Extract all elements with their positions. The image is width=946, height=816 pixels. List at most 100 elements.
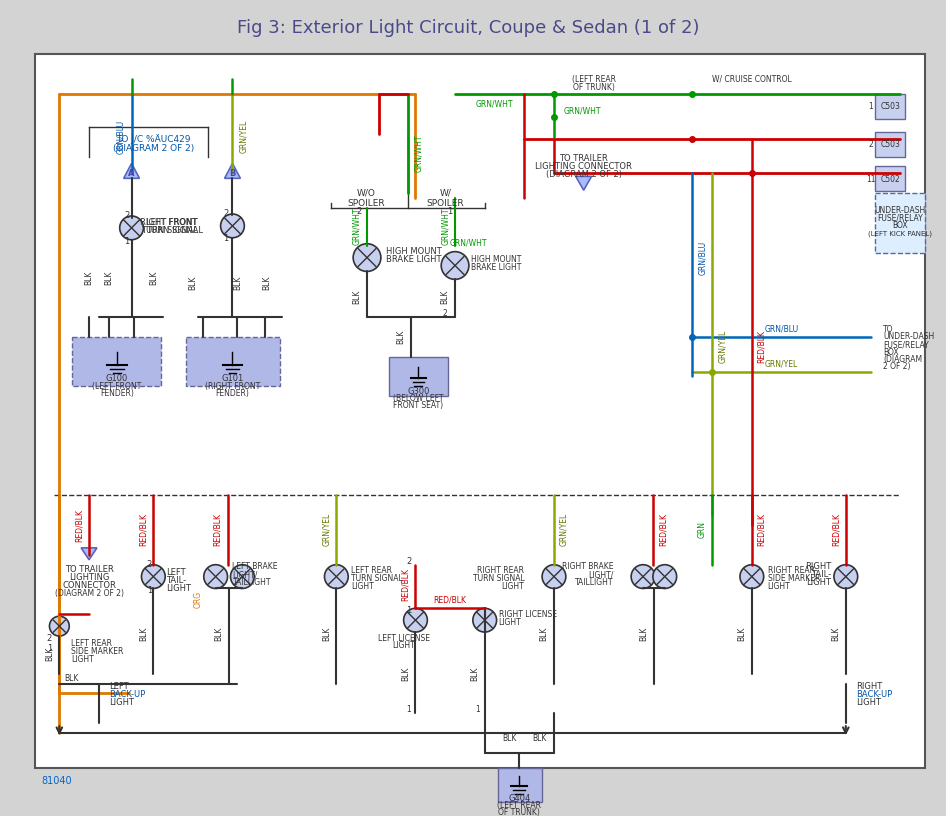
Text: 2: 2 (124, 211, 130, 220)
Text: GRN/WHT: GRN/WHT (476, 100, 514, 109)
Text: (DIAGRAM: (DIAGRAM (884, 355, 922, 364)
Bar (875, 94, 905, 119)
Text: (DIAGRAM 2 OF 2): (DIAGRAM 2 OF 2) (113, 144, 194, 153)
Circle shape (49, 616, 69, 636)
Text: TAIL-: TAIL- (811, 570, 831, 579)
Circle shape (353, 244, 381, 272)
Text: LEFT LICENSE: LEFT LICENSE (377, 633, 429, 642)
Text: RIGHT: RIGHT (805, 562, 831, 571)
Text: LEFT: LEFT (109, 682, 129, 691)
Bar (875, 131, 905, 157)
Text: FUSE/RELAY: FUSE/RELAY (884, 340, 929, 349)
Circle shape (740, 565, 763, 588)
Text: LIGHT: LIGHT (351, 582, 374, 591)
Text: 1: 1 (47, 645, 52, 654)
Text: BACK-UP: BACK-UP (856, 690, 892, 699)
Polygon shape (576, 176, 591, 190)
Text: BRAKE LIGHT: BRAKE LIGHT (471, 263, 521, 272)
Text: C503: C503 (881, 140, 901, 149)
Text: 1: 1 (223, 234, 228, 243)
Text: LIGHT: LIGHT (393, 641, 415, 650)
Text: LIGHT: LIGHT (806, 578, 831, 587)
Text: (DIAGRAM 2 OF 2): (DIAGRAM 2 OF 2) (546, 170, 622, 179)
Text: A: A (129, 169, 135, 178)
Text: LEFT BRAKE: LEFT BRAKE (233, 562, 278, 571)
Text: 1: 1 (476, 705, 481, 714)
Polygon shape (224, 163, 240, 179)
Text: BLK: BLK (188, 275, 198, 290)
Text: LIGHT: LIGHT (499, 618, 521, 627)
Text: OF TRUNK): OF TRUNK) (499, 808, 540, 816)
Text: RIGHT REAR: RIGHT REAR (767, 566, 815, 575)
Text: W/
SPOILER: W/ SPOILER (427, 188, 464, 208)
Text: TURN SIGNAL: TURN SIGNAL (141, 226, 198, 235)
Bar (35, 55, 925, 768)
Text: TAIL-: TAIL- (166, 576, 186, 585)
Text: LIGHT/: LIGHT/ (588, 570, 613, 579)
Text: GRN: GRN (698, 521, 707, 538)
Text: RED/BLK: RED/BLK (433, 596, 466, 605)
Text: RIGHT BRAKE: RIGHT BRAKE (562, 562, 613, 571)
Text: BOX: BOX (892, 221, 908, 230)
Text: RED/BLK: RED/BLK (757, 512, 766, 546)
Text: BOX: BOX (884, 348, 899, 357)
Text: 1: 1 (447, 206, 453, 215)
Circle shape (542, 565, 566, 588)
Text: 2: 2 (147, 561, 152, 570)
Text: TURN SIGNAL: TURN SIGNAL (147, 226, 203, 235)
Text: SIDE MARKER: SIDE MARKER (767, 574, 820, 583)
Text: BLK: BLK (738, 627, 746, 641)
Circle shape (834, 565, 858, 588)
Text: GRN/BLU: GRN/BLU (764, 325, 798, 334)
Text: 11: 11 (866, 175, 875, 184)
Bar (498, 768, 542, 802)
Circle shape (404, 608, 428, 632)
Text: GRN/WHT: GRN/WHT (450, 238, 487, 247)
Text: BLK: BLK (322, 627, 331, 641)
Bar (72, 337, 161, 387)
Text: BRAKE LIGHT: BRAKE LIGHT (386, 255, 441, 264)
Text: BLK: BLK (832, 627, 840, 641)
Text: (LEFT REAR: (LEFT REAR (571, 75, 616, 84)
Text: BLK: BLK (84, 270, 94, 285)
Text: BLK: BLK (149, 270, 158, 285)
Circle shape (631, 565, 655, 588)
Text: BLK: BLK (214, 627, 223, 641)
Text: (DIAGRAM 2 OF 2): (DIAGRAM 2 OF 2) (55, 589, 124, 598)
Text: G404: G404 (508, 794, 531, 803)
Text: UNDER-DASH: UNDER-DASH (884, 332, 935, 341)
Text: RIGHT FRONT: RIGHT FRONT (140, 219, 198, 228)
Text: 1: 1 (406, 605, 412, 614)
Text: TURN SIGNAL: TURN SIGNAL (473, 574, 524, 583)
Circle shape (473, 608, 497, 632)
Text: (LEFT FRONT: (LEFT FRONT (92, 382, 141, 391)
Text: RIGHT: RIGHT (856, 682, 882, 691)
Text: RED/BLK: RED/BLK (832, 512, 840, 546)
Text: B: B (229, 169, 236, 178)
Text: SIDE MARKER: SIDE MARKER (71, 647, 124, 656)
Text: LIGHT: LIGHT (856, 698, 881, 707)
Text: RED/BLK: RED/BLK (757, 330, 766, 363)
Text: BLK: BLK (502, 734, 517, 743)
Text: BLK: BLK (139, 627, 148, 641)
Text: GRN/WHT: GRN/WHT (564, 106, 602, 115)
Circle shape (441, 251, 469, 279)
Text: TO: TO (884, 326, 894, 335)
Circle shape (142, 565, 166, 588)
Text: RED/BLK: RED/BLK (75, 508, 83, 542)
Text: LEFT REAR: LEFT REAR (71, 640, 113, 649)
Polygon shape (81, 548, 96, 560)
Circle shape (231, 565, 254, 588)
Text: (RIGHT FRONT: (RIGHT FRONT (205, 382, 260, 391)
Text: LEFT FRONT: LEFT FRONT (147, 219, 198, 228)
Text: CONNECTOR: CONNECTOR (62, 581, 116, 590)
Text: GRN/BLU: GRN/BLU (698, 241, 707, 275)
Text: 2 OF 2): 2 OF 2) (884, 362, 911, 371)
Text: BLK: BLK (532, 734, 547, 743)
Text: BLK: BLK (441, 290, 449, 304)
Text: GRN/WHT: GRN/WHT (414, 135, 423, 172)
Text: 2: 2 (47, 633, 52, 642)
Circle shape (653, 565, 676, 588)
Text: GRN/WHT: GRN/WHT (441, 207, 449, 245)
Text: LIGHT/: LIGHT/ (233, 570, 258, 579)
